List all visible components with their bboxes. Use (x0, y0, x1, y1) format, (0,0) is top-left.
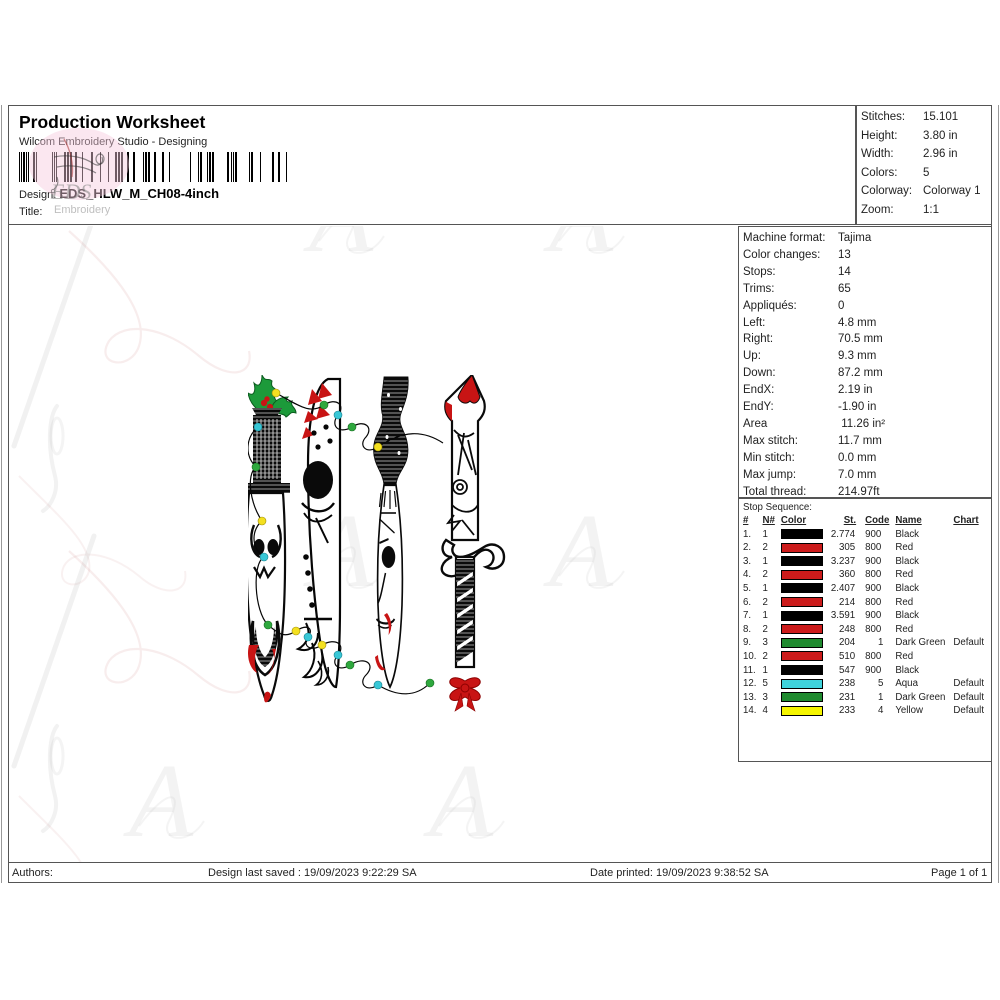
svg-text:Embroidery: Embroidery (54, 204, 111, 216)
